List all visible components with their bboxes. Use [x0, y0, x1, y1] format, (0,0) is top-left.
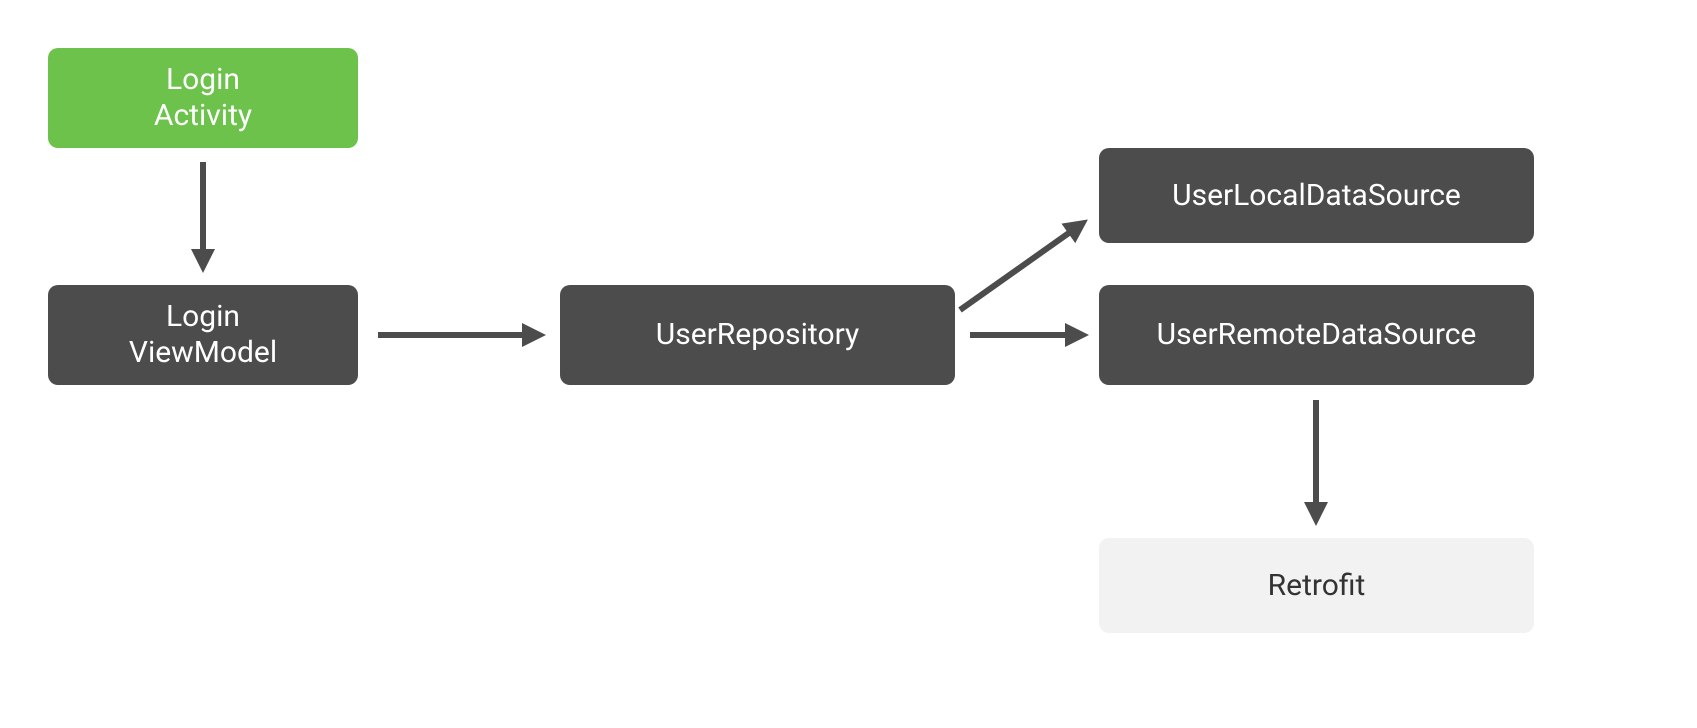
node-retrofit: Retrofit [1099, 538, 1534, 633]
edge-user-repository-to-user-local-datasource [960, 223, 1083, 310]
node-user-local-datasource: UserLocalDataSource [1099, 148, 1534, 243]
node-label: UserRepository [656, 317, 859, 353]
diagram-canvas: Login Activity Login ViewModel UserRepos… [0, 0, 1697, 728]
node-label: UserLocalDataSource [1172, 178, 1461, 214]
node-login-viewmodel: Login ViewModel [48, 285, 358, 385]
node-login-activity: Login Activity [48, 48, 358, 148]
node-label: Login ViewModel [129, 299, 277, 371]
node-label: Login Activity [154, 62, 252, 134]
node-user-repository: UserRepository [560, 285, 955, 385]
node-user-remote-datasource: UserRemoteDataSource [1099, 285, 1534, 385]
node-label: Retrofit [1268, 568, 1366, 604]
node-label: UserRemoteDataSource [1157, 317, 1477, 353]
